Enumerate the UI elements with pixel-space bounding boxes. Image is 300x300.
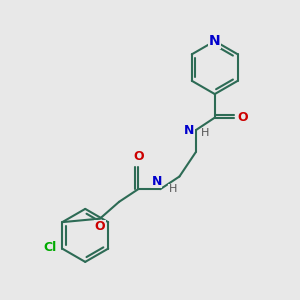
Text: N: N <box>209 34 220 48</box>
Text: N: N <box>184 124 194 137</box>
Text: N: N <box>152 175 162 188</box>
Text: H: H <box>169 184 177 194</box>
Text: H: H <box>201 128 209 138</box>
Text: O: O <box>238 111 248 124</box>
Text: O: O <box>133 150 143 163</box>
Text: O: O <box>94 220 105 233</box>
Text: Cl: Cl <box>44 241 57 254</box>
